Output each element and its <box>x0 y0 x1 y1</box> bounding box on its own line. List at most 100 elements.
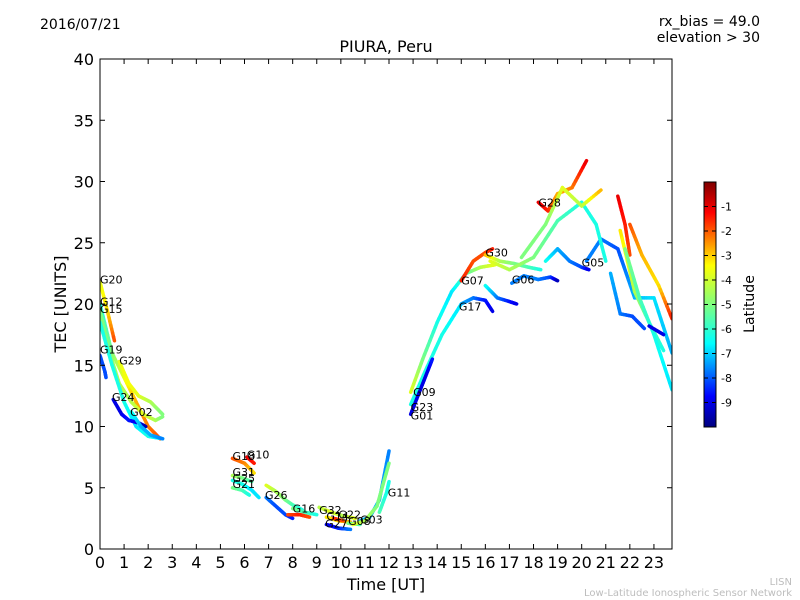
x-tick-label: 7 <box>263 553 273 572</box>
x-tick-label: 0 <box>95 553 105 572</box>
series-unlabeled <box>488 185 672 392</box>
series-label: G14 <box>326 510 349 523</box>
series-G05 <box>543 237 672 355</box>
series-label: G03 <box>360 514 383 527</box>
x-tick-label: 14 <box>427 553 447 572</box>
series-label: G29 <box>119 354 142 367</box>
credit-network: Low-Latitude Ionospheric Sensor Network <box>584 588 792 599</box>
series-label: G15 <box>100 303 123 316</box>
series-label: G24 <box>112 391 135 404</box>
series-label: G11 <box>388 487 411 500</box>
series-G03 <box>351 449 391 527</box>
series-G17 <box>459 296 495 314</box>
y-tick-label: 40 <box>74 50 94 69</box>
x-tick-label: 19 <box>547 553 567 572</box>
series-label: G27 <box>325 517 348 530</box>
series-line-segment <box>111 335 117 343</box>
x-tick-label: 22 <box>620 553 640 572</box>
y-tick-label: 25 <box>74 234 94 253</box>
axis-layer: 0 1 2 3 4 5 6 7 8 9 10 11 12 13 14 15 16 17 18 19 20 21 22 2305… <box>74 50 672 572</box>
series-G22 <box>331 516 346 523</box>
series-label: G18 <box>232 450 255 463</box>
series-G18 <box>230 456 256 475</box>
series-label: G06 <box>512 274 535 287</box>
y-tick-label: 15 <box>74 356 94 375</box>
series-label: G05 <box>582 256 605 269</box>
series-label: G32 <box>319 504 342 517</box>
series-G16 <box>286 506 319 519</box>
series-label: G21 <box>232 478 255 491</box>
series-label: G20 <box>100 274 123 287</box>
series-label: G28 <box>538 196 561 209</box>
x-tick-label: 2 <box>143 553 153 572</box>
x-tick-label: 4 <box>191 553 201 572</box>
series-line-segment <box>602 254 608 263</box>
series-label: G19 <box>100 343 123 356</box>
series-label: G08 <box>348 515 371 528</box>
x-tick-label: 13 <box>403 553 423 572</box>
x-tick-label: 9 <box>312 553 322 572</box>
series-line-segment <box>660 331 666 337</box>
x-tick-label: 18 <box>523 553 543 572</box>
series-label: G22 <box>338 509 361 522</box>
colorbar-tick-label: -5 <box>721 299 732 312</box>
series-G07 <box>459 247 495 283</box>
x-tick-label: 5 <box>215 553 225 572</box>
series-G27 <box>324 522 353 532</box>
chart-title: PIURA, Peru <box>339 37 433 56</box>
series-label: G01 <box>411 409 434 422</box>
series-line-segment <box>582 158 589 166</box>
series-label: G16 <box>293 503 316 516</box>
x-tick-label: 20 <box>572 553 592 572</box>
colorbar-tick-label: -4 <box>721 274 732 287</box>
y-tick-label: 30 <box>74 173 94 192</box>
series-line-segment <box>596 188 603 194</box>
x-tick-label: 3 <box>167 553 177 572</box>
series-label: G26 <box>265 489 288 502</box>
series-line-segment <box>251 470 256 475</box>
series-line-segment <box>489 308 495 314</box>
x-tick-label: 10 <box>331 553 351 572</box>
colorbar-ticks: -1 -2 -3 -4 -5 -6 -7 -8 -9 <box>704 201 732 410</box>
colorbar: -1 -2 -3 -4 -5 -6 -7 -8 -9 Latitude <box>703 181 758 428</box>
elevation-label: elevation > 30 <box>656 30 760 46</box>
series-label: G23 <box>411 401 434 414</box>
series-label: G02 <box>130 406 153 419</box>
series-G21 <box>230 486 252 497</box>
x-tick-label: 11 <box>355 553 375 572</box>
y-tick-label: 5 <box>84 479 94 498</box>
series-line-segment <box>159 410 165 416</box>
series-line-segment <box>385 461 391 471</box>
y-axis-label: TEC [UNITS] <box>51 256 70 354</box>
colorbar-tick-label: -8 <box>721 372 732 385</box>
series-layer <box>100 158 672 532</box>
x-axis-label: Time [UT] <box>346 575 425 594</box>
x-tick-label: 15 <box>451 553 471 572</box>
rx-bias-label: rx_bias = 49.0 <box>658 14 760 30</box>
series-label: G09 <box>413 386 436 399</box>
x-tick-label: 16 <box>475 553 495 572</box>
series-line-segment <box>246 492 252 497</box>
series-G11 <box>377 479 391 514</box>
series-line-segment <box>627 249 632 257</box>
colorbar-tick-label: -3 <box>721 250 732 263</box>
x-tick-label: 1 <box>119 553 129 572</box>
series-G19 <box>100 353 108 380</box>
colorbar-tick-label: -9 <box>721 397 732 410</box>
series-line-segment <box>660 345 666 353</box>
series-label: G10 <box>247 449 270 462</box>
series-line-segment <box>251 460 256 465</box>
y-tick-label: 20 <box>74 295 94 314</box>
series-label: G12 <box>100 296 123 309</box>
series-line-segment <box>641 325 647 331</box>
series-label: G31 <box>232 466 255 479</box>
series-G31 <box>230 473 254 484</box>
series-G01 <box>408 357 435 416</box>
colorbar-tick-label: -2 <box>721 225 732 238</box>
series-label: G17 <box>459 300 482 313</box>
series-label: G25 <box>232 472 255 485</box>
series-G29 <box>117 359 165 416</box>
series-G32 <box>317 505 358 521</box>
